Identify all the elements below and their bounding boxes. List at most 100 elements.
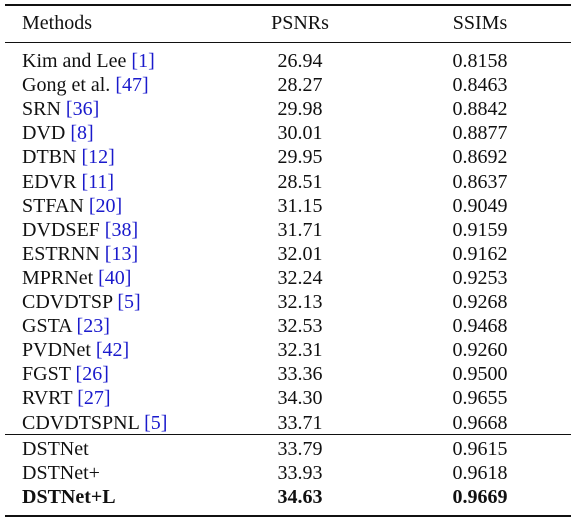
citation: [20] <box>88 194 123 217</box>
citation: [13] <box>104 242 139 265</box>
method-cell: STFAN [20] <box>22 194 122 218</box>
method-cell: SRN [36] <box>22 97 99 121</box>
ssim-cell: 0.8637 <box>452 170 508 193</box>
psnr-cell: 29.98 <box>277 98 323 121</box>
method-cell: EDVR [11] <box>22 170 114 194</box>
method-cell: Kim and Lee [1] <box>22 49 155 73</box>
psnr-cell: 34.30 <box>277 387 323 410</box>
method-cell: DTBN [12] <box>22 145 115 169</box>
psnr-cell: 32.31 <box>277 339 323 362</box>
method-name: EDVR <box>22 170 77 193</box>
method-cell: FGST [26] <box>22 362 109 386</box>
psnr-cell: 29.95 <box>277 146 323 169</box>
psnr-cell: 33.93 <box>277 462 323 485</box>
ssim-cell: 0.9500 <box>452 363 508 386</box>
header-cell: PSNRs <box>271 12 329 34</box>
header-cell: SSIMs <box>452 12 508 34</box>
psnr-cell: 33.36 <box>277 363 323 386</box>
method-name: Kim and Lee <box>22 50 127 72</box>
ssim-cell: 0.8692 <box>452 146 508 169</box>
method-name: GSTA <box>22 315 72 338</box>
method-cell: DSTNet+L <box>22 485 116 509</box>
psnr-cell: 28.27 <box>277 74 323 97</box>
method-name: DSTNet+ <box>22 462 100 485</box>
header-cell: Methods <box>22 12 92 34</box>
ssim-cell: 0.9669 <box>452 486 508 509</box>
citation: [1] <box>131 50 155 72</box>
method-cell: DVDSEF [38] <box>22 218 138 242</box>
psnr-cell: 32.24 <box>277 266 323 289</box>
citation: [5] <box>117 291 141 313</box>
method-cell: DVD [8] <box>22 121 94 145</box>
method-name: Gong et al. <box>22 74 111 97</box>
psnr-cell: 26.94 <box>277 50 323 72</box>
group-rule <box>5 434 571 435</box>
psnr-cell: 28.51 <box>277 170 323 193</box>
method-name: DSTNet+L <box>22 486 116 509</box>
ssim-cell: 0.8158 <box>452 50 508 72</box>
citation: [38] <box>104 218 139 241</box>
method-name: DSTNet <box>22 438 89 460</box>
psnr-cell: 31.71 <box>277 218 323 241</box>
ssim-cell: 0.9268 <box>452 291 508 313</box>
method-name: STFAN <box>22 194 84 217</box>
top-rule <box>5 4 571 6</box>
method-cell: MPRNet [40] <box>22 266 131 290</box>
ssim-cell: 0.9159 <box>452 218 508 241</box>
psnr-cell: 33.79 <box>277 438 323 460</box>
citation: [23] <box>76 315 110 338</box>
method-cell: RVRT [27] <box>22 386 111 410</box>
method-name: DVDSEF <box>22 218 100 241</box>
citation: [5] <box>144 411 168 434</box>
method-name: CDVDTSP <box>22 291 113 313</box>
method-cell: PVDNet [42] <box>22 338 129 362</box>
ssim-cell: 0.9615 <box>452 438 508 460</box>
method-cell: CDVDTSPNL [5] <box>22 411 167 435</box>
method-name: MPRNet <box>22 266 94 289</box>
ssim-cell: 0.9468 <box>452 315 508 338</box>
ssim-cell: 0.9049 <box>452 194 508 217</box>
citation: [40] <box>98 266 132 289</box>
ssim-cell: 0.8842 <box>452 98 508 121</box>
citation: [8] <box>70 122 94 145</box>
ssim-cell: 0.9162 <box>452 242 508 265</box>
method-name: DVD <box>22 122 66 145</box>
method-name: PVDNet <box>22 339 91 362</box>
ssim-cell: 0.9668 <box>452 411 508 434</box>
citation: [47] <box>115 74 149 97</box>
ssim-cell: 0.9655 <box>452 387 508 410</box>
psnr-cell: 30.01 <box>277 122 323 145</box>
header-rule <box>5 42 571 43</box>
citation: [26] <box>75 363 109 386</box>
citation: [12] <box>81 146 115 169</box>
method-cell: Gong et al. [47] <box>22 73 149 97</box>
method-name: FGST <box>22 363 71 386</box>
bottom-rule <box>5 515 571 517</box>
citation: [11] <box>81 170 115 193</box>
method-name: RVRT <box>22 387 73 410</box>
citation: [36] <box>65 98 100 121</box>
citation: [27] <box>77 387 111 410</box>
psnr-cell: 32.53 <box>277 315 323 338</box>
method-name: SRN <box>22 98 61 121</box>
method-name: DTBN <box>22 146 77 169</box>
ssim-cell: 0.8877 <box>452 122 508 145</box>
method-cell: GSTA [23] <box>22 314 110 338</box>
psnr-cell: 32.01 <box>277 242 323 265</box>
psnr-cell: 31.15 <box>277 194 323 217</box>
method-cell: DSTNet <box>22 437 89 461</box>
method-cell: ESTRNN [13] <box>22 242 138 266</box>
method-name: CDVDTSPNL <box>22 411 140 434</box>
psnr-cell: 33.71 <box>277 411 323 434</box>
method-cell: CDVDTSP [5] <box>22 290 141 314</box>
method-name: ESTRNN <box>22 242 100 265</box>
method-cell: DSTNet+ <box>22 461 100 485</box>
ssim-cell: 0.9618 <box>452 462 508 485</box>
psnr-cell: 32.13 <box>277 291 323 313</box>
ssim-cell: 0.9253 <box>452 266 508 289</box>
psnr-cell: 34.63 <box>277 486 323 509</box>
ssim-cell: 0.9260 <box>452 339 508 362</box>
citation: [42] <box>95 339 130 362</box>
ssim-cell: 0.8463 <box>452 74 508 97</box>
